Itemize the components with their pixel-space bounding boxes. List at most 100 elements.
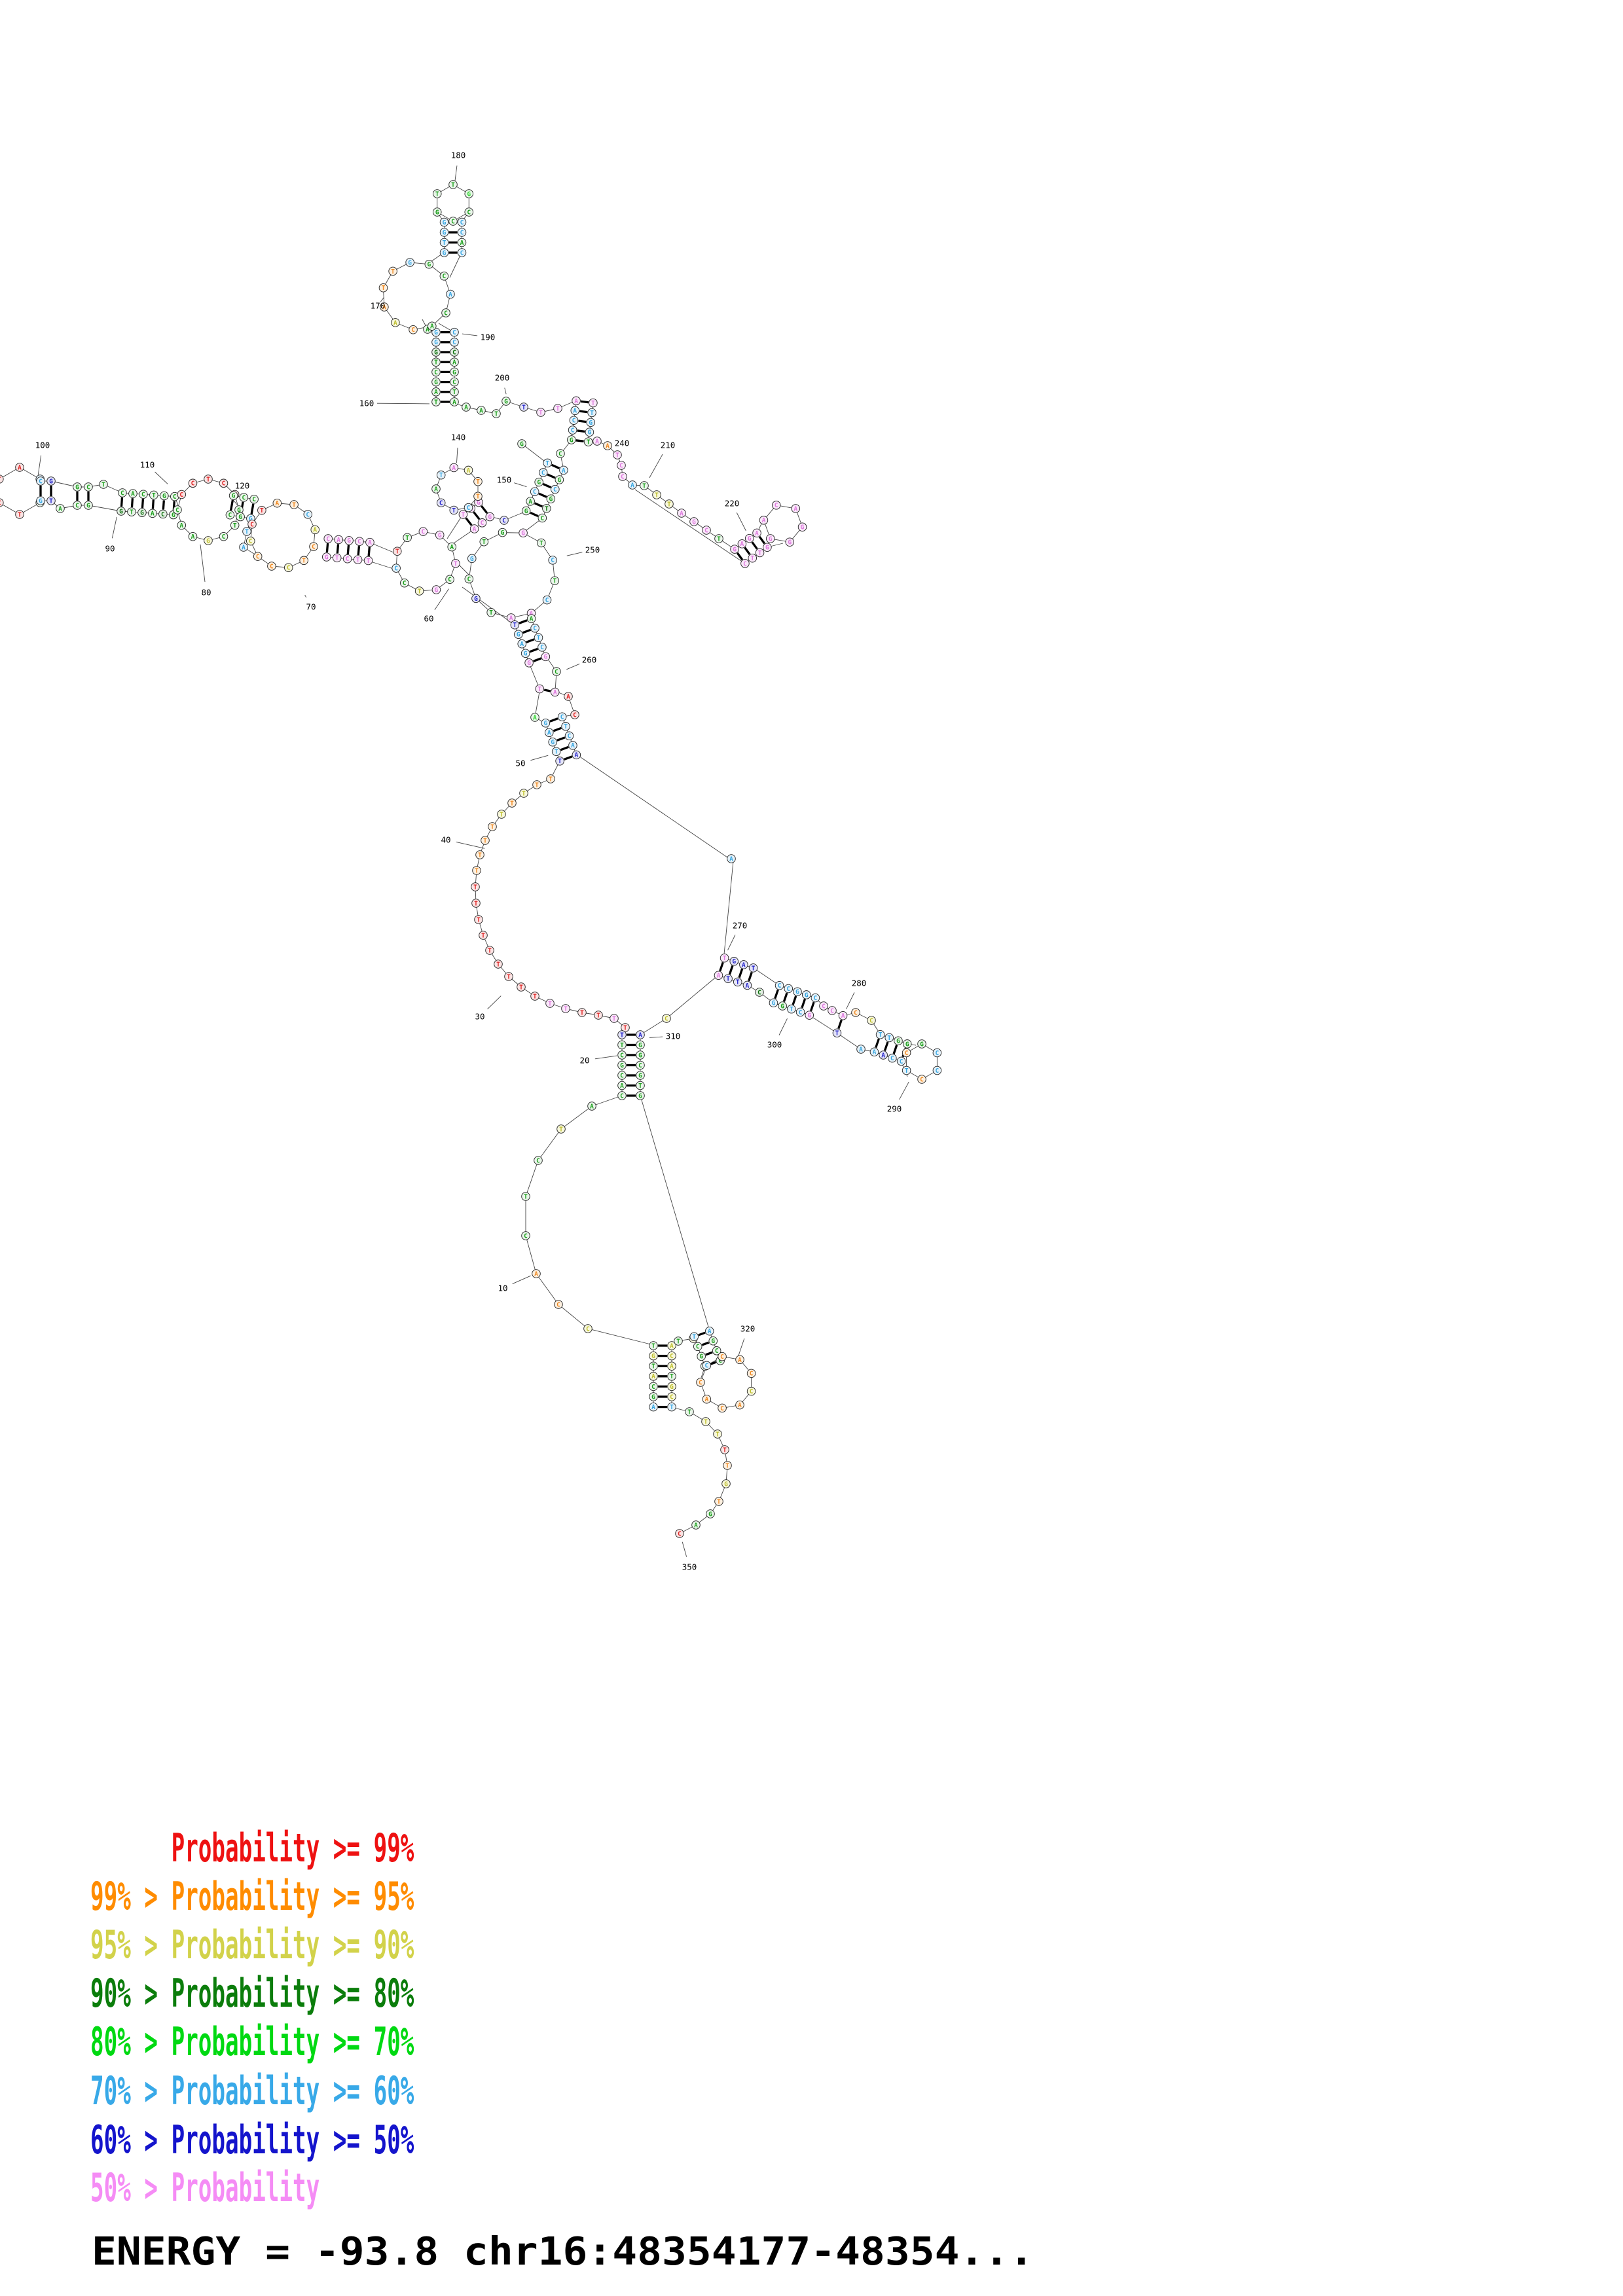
nucleotide: G: [517, 439, 526, 448]
position-label: 10: [498, 1283, 507, 1293]
nucleotide: C: [450, 338, 459, 347]
svg-text:280: 280: [852, 978, 867, 988]
nucleotide: G: [431, 327, 441, 337]
nucleotide: C: [225, 511, 235, 520]
svg-text:T: T: [500, 811, 503, 818]
svg-text:A: A: [452, 465, 456, 472]
nucleotide: T: [701, 1417, 710, 1426]
nucleotide: A: [550, 687, 560, 697]
svg-text:A: A: [630, 482, 634, 489]
nucleotide: C: [530, 624, 539, 633]
nucleotide: T: [713, 1429, 722, 1439]
svg-text:C: C: [256, 554, 260, 561]
nucleotide: C: [548, 556, 557, 565]
nucleotide: G: [667, 1382, 676, 1391]
nucleotide: C: [771, 501, 781, 510]
svg-text:T: T: [651, 1363, 655, 1371]
svg-text:170: 170: [371, 300, 386, 310]
svg-text:A: A: [881, 1052, 885, 1059]
svg-text:C: C: [75, 502, 79, 509]
nucleotide: T: [532, 780, 541, 789]
svg-text:T: T: [790, 1006, 793, 1013]
nucleotide: G: [521, 506, 531, 516]
svg-text:G: G: [765, 545, 769, 552]
svg-text:C: C: [556, 1301, 560, 1308]
svg-text:A: A: [131, 491, 135, 498]
svg-text:T: T: [443, 240, 447, 247]
nucleotide: C: [538, 643, 547, 652]
svg-text:T: T: [382, 285, 386, 292]
nucleotide: A: [148, 509, 157, 518]
nucleotide: A: [365, 537, 374, 547]
nucleotide: C: [667, 1392, 676, 1401]
nucleotide: C: [795, 1007, 805, 1017]
nucleotide: A: [838, 1011, 848, 1020]
svg-text:A: A: [651, 1373, 655, 1380]
svg-text:C: C: [175, 507, 179, 514]
nucleotide: C: [617, 461, 626, 470]
svg-text:C: C: [434, 369, 438, 376]
svg-text:C: C: [775, 502, 778, 509]
svg-text:G: G: [443, 219, 447, 226]
svg-text:C: C: [720, 1354, 724, 1361]
svg-text:T: T: [439, 472, 443, 479]
svg-text:C: C: [670, 1393, 674, 1401]
svg-text:A: A: [547, 730, 551, 737]
svg-text:T: T: [474, 900, 478, 907]
structure-drawing: TCTATGCGGTAGCCGTCGATCGTAGCCGACCCTCTGTCGA…: [0, 150, 942, 1571]
nucleotide: T: [414, 586, 424, 596]
nucleotide: G: [431, 348, 441, 357]
svg-text:T: T: [535, 781, 539, 789]
svg-text:C: C: [814, 995, 818, 1002]
svg-text:80: 80: [201, 587, 211, 597]
svg-text:T: T: [483, 837, 487, 844]
svg-text:A: A: [460, 240, 464, 247]
nucleotide: A: [572, 396, 581, 406]
nucleotide: G: [706, 1509, 715, 1518]
nucleotide: T: [433, 189, 442, 198]
svg-text:T: T: [620, 1031, 624, 1039]
svg-text:C: C: [651, 1384, 655, 1391]
nucleotide: C: [551, 484, 560, 494]
svg-text:G: G: [670, 1384, 674, 1391]
svg-text:C: C: [460, 229, 464, 236]
nucleotide: T: [530, 992, 539, 1001]
svg-text:T: T: [507, 973, 511, 980]
nucleotide: T: [685, 1407, 694, 1416]
nucleotide: G: [636, 1040, 645, 1050]
svg-text:G: G: [434, 349, 438, 356]
svg-text:190: 190: [481, 332, 496, 342]
svg-text:G: G: [795, 989, 799, 996]
nucleotide: C: [867, 1016, 876, 1025]
svg-text:G: G: [435, 586, 439, 594]
nucleotide: G: [524, 658, 534, 668]
nucleotide: T: [587, 408, 596, 418]
nucleotide: C: [530, 487, 539, 497]
svg-text:T: T: [245, 528, 249, 535]
svg-text:A: A: [242, 544, 246, 551]
svg-text:10: 10: [498, 1283, 507, 1293]
nucleotide: A: [272, 499, 282, 508]
nucleotide: G: [902, 1039, 912, 1049]
nucleotide: T: [458, 510, 468, 519]
svg-text:C: C: [905, 1050, 909, 1057]
svg-text:G: G: [807, 1013, 811, 1020]
svg-text:T: T: [612, 1015, 616, 1022]
nucleotide: G: [763, 543, 772, 552]
svg-text:T: T: [482, 539, 486, 546]
nucleotide: T: [479, 931, 488, 940]
nucleotide: C: [583, 1324, 593, 1333]
nucleotide: G: [730, 545, 739, 554]
svg-text:T: T: [670, 1373, 674, 1380]
svg-text:T: T: [590, 410, 594, 417]
nucleotide: C: [450, 377, 459, 387]
svg-text:G: G: [780, 1003, 784, 1010]
nucleotide: A: [759, 516, 769, 525]
svg-text:A: A: [434, 486, 438, 493]
svg-text:T: T: [18, 511, 22, 518]
svg-text:C: C: [704, 527, 708, 534]
svg-text:G: G: [232, 493, 236, 500]
svg-text:T: T: [418, 588, 422, 595]
nucleotide: C: [636, 1060, 645, 1070]
svg-text:T: T: [435, 190, 439, 198]
